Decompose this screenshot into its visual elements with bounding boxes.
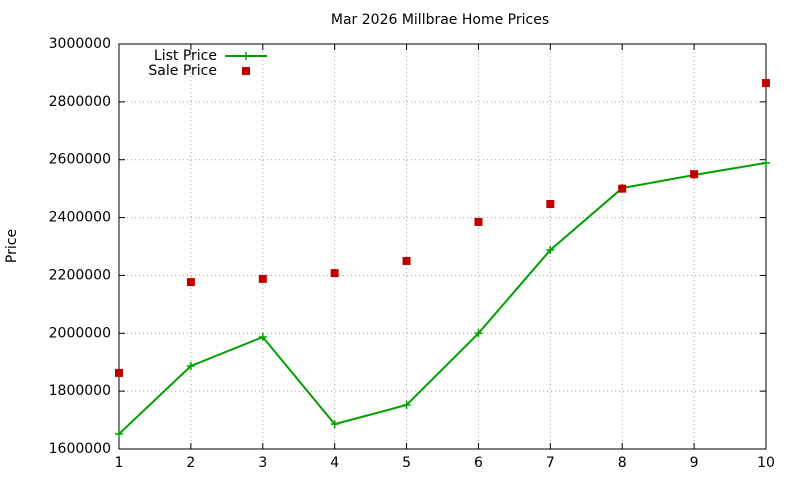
x-tick-label: 7 — [546, 455, 555, 471]
y-tick-label: 3000000 — [49, 36, 111, 52]
x-tick-label: 8 — [618, 455, 627, 471]
point-marker — [115, 429, 123, 438]
point-marker — [690, 170, 699, 179]
point-marker — [618, 184, 627, 193]
y-tick-label: 1800000 — [49, 383, 111, 399]
x-tick-label: 10 — [757, 455, 775, 471]
y-tick-label: 2000000 — [49, 325, 111, 341]
point-marker — [258, 274, 267, 283]
point-marker — [330, 420, 339, 429]
point-marker — [402, 401, 411, 410]
point-marker — [258, 333, 267, 342]
point-marker — [762, 79, 770, 88]
point-marker — [186, 278, 195, 287]
point-marker — [115, 368, 123, 377]
x-tick-label: 3 — [258, 455, 267, 471]
x-tick-label: 2 — [186, 455, 195, 471]
y-tick-label: 2800000 — [49, 94, 111, 110]
x-tick-label: 1 — [115, 455, 124, 471]
point-marker — [474, 329, 483, 338]
y-tick-label: 1600000 — [49, 441, 111, 457]
x-tick-label: 5 — [402, 455, 411, 471]
point-marker — [762, 158, 770, 167]
point-marker — [546, 199, 555, 208]
point-marker — [402, 256, 411, 265]
legend-marker — [242, 52, 250, 60]
x-tick-label: 6 — [474, 455, 483, 471]
point-marker — [330, 269, 339, 278]
chart-title: Mar 2026 Millbrae Home Prices — [331, 12, 549, 28]
legend-label: Sale Price — [148, 63, 217, 79]
point-marker — [474, 217, 483, 226]
legend-label: List Price — [154, 48, 217, 64]
plot-frame — [118, 43, 767, 450]
point-marker — [186, 361, 195, 370]
y-tick-label: 2600000 — [49, 152, 111, 168]
y-tick-label: 2400000 — [49, 210, 111, 226]
y-axis-label: Price — [4, 229, 20, 263]
x-tick-label: 9 — [690, 455, 699, 471]
point-marker — [546, 245, 555, 254]
y-tick-label: 2200000 — [49, 267, 111, 283]
x-tick-label: 4 — [330, 455, 339, 471]
legend-marker — [242, 67, 250, 75]
series-line — [118, 161, 767, 435]
